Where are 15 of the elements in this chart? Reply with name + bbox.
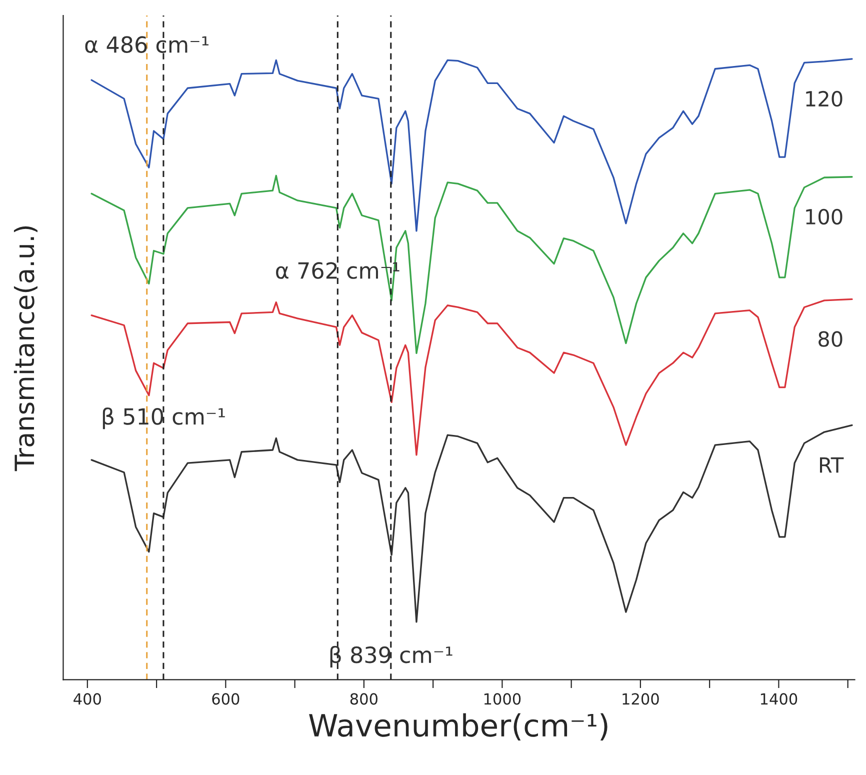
- series-label: 120: [806, 90, 842, 107]
- annotation: α 486 cm⁻¹: [85, 36, 208, 53]
- y-axis-title: Transmitance(a.u.): [14, 226, 38, 472]
- x-tick-label: 800: [350, 693, 378, 705]
- x-axis-title: Wavenumber(cm⁻¹): [309, 713, 608, 740]
- annotation: β 839 cm⁻¹: [330, 646, 452, 668]
- x-tick-label: 1200: [622, 693, 659, 705]
- x-tick-label: 1000: [484, 693, 521, 705]
- x-tick-label: 400: [74, 693, 101, 705]
- series-label: 80: [818, 331, 842, 347]
- x-tick-label: 600: [212, 693, 240, 705]
- series-label: 100: [806, 208, 842, 225]
- annotation: β 510 cm⁻¹: [102, 408, 225, 430]
- series-label: RT: [820, 457, 844, 473]
- x-tick-label: 1400: [760, 693, 798, 705]
